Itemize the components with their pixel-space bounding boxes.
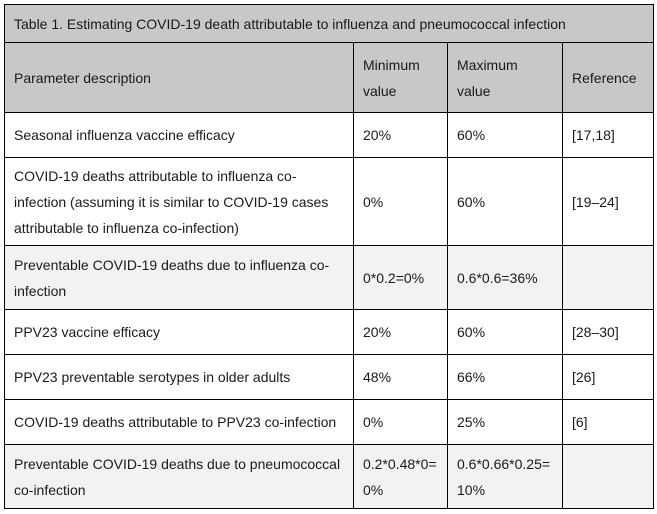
cell-minimum: 0% — [353, 157, 448, 246]
cell-minimum: 48% — [353, 354, 448, 400]
cell-maximum: 0.6*0.6=36% — [447, 245, 563, 310]
table-row: PPV23 preventable serotypes in older adu… — [4, 354, 655, 400]
cell-maximum: 0.6*0.66*0.25= 10% — [447, 444, 563, 509]
cell-reference: [26] — [561, 354, 655, 400]
cell-maximum-line2: 10% — [457, 481, 486, 498]
cell-description: Preventable COVID-19 deaths due to pneum… — [4, 444, 354, 509]
cell-reference — [561, 444, 655, 509]
cell-reference: [17,18] — [561, 112, 655, 158]
cell-minimum: 0*0.2=0% — [353, 245, 448, 310]
cell-description: Seasonal influenza vaccine efficacy — [4, 112, 354, 158]
cell-maximum: 66% — [447, 354, 563, 400]
header-maximum-value: Maximum value — [447, 42, 563, 113]
cell-reference: [28–30] — [561, 309, 655, 355]
cell-reference — [561, 245, 655, 310]
cell-minimum: 20% — [353, 309, 448, 355]
cell-maximum: 60% — [447, 157, 563, 246]
cell-minimum: 20% — [353, 112, 448, 158]
header-maximum-line2: value — [457, 82, 491, 99]
cell-description: PPV23 preventable serotypes in older adu… — [4, 354, 354, 400]
table-row: Seasonal influenza vaccine efficacy 20% … — [4, 112, 655, 158]
cell-maximum-line1: 0.6*0.66*0.25= — [457, 455, 551, 472]
table-row: COVID-19 deaths attributable to PPV23 co… — [4, 399, 655, 445]
cell-description: PPV23 vaccine efficacy — [4, 309, 354, 355]
cell-minimum: 0% — [353, 399, 448, 445]
cell-description: Preventable COVID-19 deaths due to influ… — [4, 245, 354, 310]
cell-description: COVID-19 deaths attributable to influenz… — [4, 157, 354, 246]
header-parameter-description: Parameter description — [4, 42, 354, 113]
table-caption: Table 1. Estimating COVID-19 death attri… — [3, 4, 655, 43]
cell-maximum: 60% — [447, 112, 563, 158]
cell-reference: [6] — [561, 399, 655, 445]
cell-minimum: 0.2*0.48*0= 0% — [353, 444, 448, 509]
cell-minimum-line1: 0.2*0.48*0= — [363, 455, 437, 472]
covid-influenza-pneumococcal-table: Table 1. Estimating COVID-19 death attri… — [3, 4, 655, 509]
header-reference: Reference — [561, 42, 655, 113]
table-row: Preventable COVID-19 deaths due to pneum… — [4, 444, 655, 509]
cell-maximum: 60% — [447, 309, 563, 355]
header-minimum-line1: Minimum — [363, 56, 420, 73]
table-row: Preventable COVID-19 deaths due to influ… — [4, 245, 655, 310]
table-row: PPV23 vaccine efficacy 20% 60% [28–30] — [4, 309, 655, 355]
table-header-row: Parameter description Minimum value Maxi… — [4, 42, 655, 113]
cell-description: COVID-19 deaths attributable to PPV23 co… — [4, 399, 354, 445]
cell-minimum-line2: 0% — [363, 481, 384, 498]
table-caption-row: Table 1. Estimating COVID-19 death attri… — [3, 4, 655, 43]
cell-reference: [19–24] — [561, 157, 655, 246]
data-table-container: Table 1. Estimating COVID-19 death attri… — [3, 4, 655, 509]
cell-maximum: 25% — [447, 399, 563, 445]
header-minimum-line2: value — [363, 82, 397, 99]
header-maximum-line1: Maximum — [457, 56, 518, 73]
table-row: COVID-19 deaths attributable to influenz… — [4, 157, 655, 246]
header-minimum-value: Minimum value — [353, 42, 448, 113]
